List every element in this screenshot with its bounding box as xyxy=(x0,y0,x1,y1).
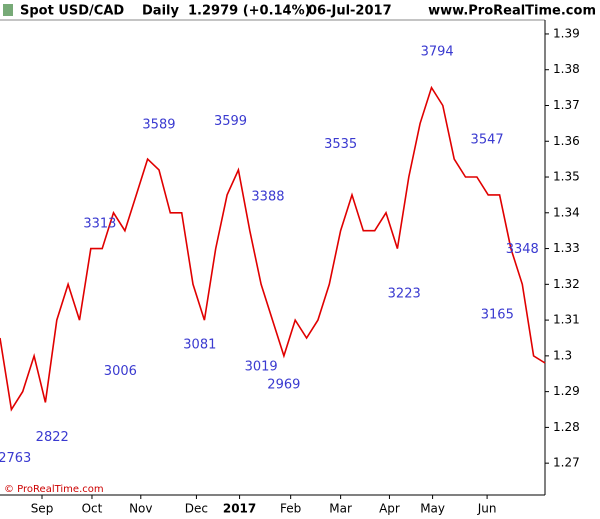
copyright: © ProRealTime.com xyxy=(4,484,104,495)
y-tick-label: 1.29 xyxy=(553,384,580,398)
x-tick-label: Mar xyxy=(329,502,352,516)
y-tick-label: 1.39 xyxy=(553,26,580,40)
y-tick-label: 1.36 xyxy=(553,134,580,148)
price-line xyxy=(0,85,546,412)
x-tick-label: Apr xyxy=(379,502,400,516)
annotation: 3081 xyxy=(183,337,216,352)
y-tick-label: 1.38 xyxy=(553,62,580,76)
annotation: 3348 xyxy=(506,242,539,257)
x-tick-label: Nov xyxy=(129,502,152,516)
y-tick-label: 1.33 xyxy=(553,241,580,255)
annotation: 2969 xyxy=(267,377,300,392)
last-price: 1.2979 (+0.14%) xyxy=(188,4,311,19)
annotation: 3388 xyxy=(251,190,284,205)
annotation: 3599 xyxy=(214,114,247,129)
annotation: 2763 xyxy=(0,451,31,466)
annotation: 3019 xyxy=(245,360,278,375)
date: 06-Jul-2017 xyxy=(308,4,392,19)
y-tick-label: 1.35 xyxy=(553,170,580,184)
annotation: 3589 xyxy=(142,118,175,133)
x-tick-label: Jun xyxy=(477,502,497,516)
y-tick-label: 1.37 xyxy=(553,98,580,112)
y-tick-label: 1.27 xyxy=(553,456,580,470)
x-tick-label: 2017 xyxy=(223,502,256,516)
source: www.ProRealTime.com xyxy=(428,4,596,19)
y-tick-label: 1.32 xyxy=(553,277,580,291)
annotation: 3794 xyxy=(421,44,454,59)
annotation: 3535 xyxy=(324,137,357,152)
x-tick-label: Oct xyxy=(82,502,103,516)
icon xyxy=(3,4,13,16)
y-tick-label: 1.28 xyxy=(553,420,580,434)
instrument: Spot USD/CAD xyxy=(20,4,124,19)
annotation: 3165 xyxy=(481,307,514,322)
annotation: 3223 xyxy=(388,287,421,302)
y-tick-label: 1.31 xyxy=(553,313,580,327)
annotation: 3547 xyxy=(471,133,504,148)
x-tick-label: May xyxy=(420,502,445,516)
x-tick-label: Sep xyxy=(31,502,54,516)
period: Daily xyxy=(142,4,179,19)
x-tick-label: Dec xyxy=(185,502,208,516)
y-tick-label: 1.34 xyxy=(553,205,580,219)
annotation: 3006 xyxy=(104,364,137,379)
y-tick-label: 1.3 xyxy=(553,348,572,362)
annotation: 3313 xyxy=(83,216,116,231)
x-tick-label: Feb xyxy=(280,502,301,516)
annotation: 2822 xyxy=(36,430,69,445)
